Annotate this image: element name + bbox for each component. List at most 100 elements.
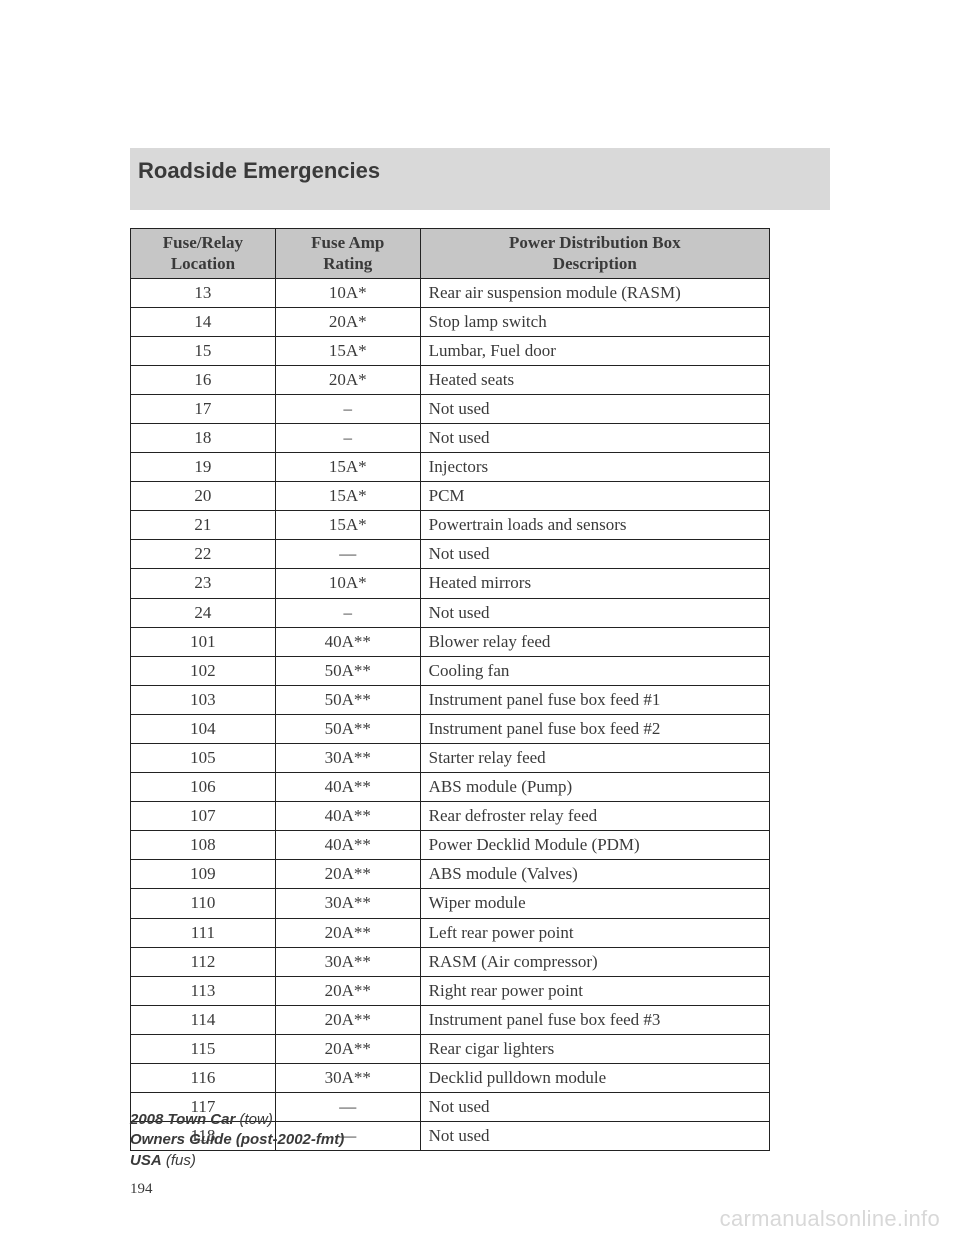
table-cell: Not used	[420, 1122, 769, 1151]
table-cell: Power Decklid Module (PDM)	[420, 831, 769, 860]
table-cell: Not used	[420, 540, 769, 569]
table-cell: 102	[131, 656, 276, 685]
table-row: 18–Not used	[131, 423, 770, 452]
manual-page: Roadside Emergencies Fuse/Relay Location…	[130, 148, 830, 1198]
table-cell: ABS module (Pump)	[420, 773, 769, 802]
table-cell: 18	[131, 423, 276, 452]
table-cell: Cooling fan	[420, 656, 769, 685]
table-row: 10740A**Rear defroster relay feed	[131, 802, 770, 831]
table-cell: 106	[131, 773, 276, 802]
footer-line-1: 2008 Town Car (tow)	[130, 1110, 344, 1130]
table-cell: Stop lamp switch	[420, 307, 769, 336]
watermark: carmanualsonline.info	[720, 1206, 940, 1232]
table-cell: 16	[131, 365, 276, 394]
table-cell: 13	[131, 278, 276, 307]
table-cell: 114	[131, 1005, 276, 1034]
table-cell: Starter relay feed	[420, 744, 769, 773]
table-cell: 15A*	[275, 336, 420, 365]
footer-region: USA	[130, 1152, 162, 1169]
table-cell: 15	[131, 336, 276, 365]
table-cell: 104	[131, 714, 276, 743]
table-row: 2015A*PCM	[131, 482, 770, 511]
table-cell: RASM (Air compressor)	[420, 947, 769, 976]
table-row: 11030A**Wiper module	[131, 889, 770, 918]
table-cell: 108	[131, 831, 276, 860]
page-footer: 2008 Town Car (tow) Owners Guide (post-2…	[130, 1110, 344, 1171]
table-cell: ABS module (Valves)	[420, 860, 769, 889]
table-cell: Right rear power point	[420, 976, 769, 1005]
table-cell: 20A**	[275, 1005, 420, 1034]
table-cell: —	[275, 540, 420, 569]
table-cell: 30A**	[275, 744, 420, 773]
table-cell: 30A**	[275, 1064, 420, 1093]
table-cell: 24	[131, 598, 276, 627]
table-cell: 40A**	[275, 802, 420, 831]
table-cell: Powertrain loads and sensors	[420, 511, 769, 540]
table-cell: Instrument panel fuse box feed #3	[420, 1005, 769, 1034]
table-cell: 15A*	[275, 511, 420, 540]
table-cell: 15A*	[275, 453, 420, 482]
footer-guide: Owners Guide (post-2002-fmt)	[130, 1131, 344, 1148]
table-cell: 105	[131, 744, 276, 773]
table-cell: 20A*	[275, 307, 420, 336]
table-cell: 10A*	[275, 569, 420, 598]
section-title: Roadside Emergencies	[138, 158, 822, 184]
table-cell: 50A**	[275, 685, 420, 714]
table-cell: 20	[131, 482, 276, 511]
table-cell: 10A*	[275, 278, 420, 307]
table-row: 10530A**Starter relay feed	[131, 744, 770, 773]
page-number: 194	[130, 1181, 830, 1198]
table-cell: –	[275, 394, 420, 423]
table-cell: Wiper module	[420, 889, 769, 918]
footer-line-3: USA (fus)	[130, 1151, 344, 1171]
table-row: 10350A**Instrument panel fuse box feed #…	[131, 685, 770, 714]
table-cell: –	[275, 598, 420, 627]
table-cell: Not used	[420, 423, 769, 452]
table-cell: –	[275, 423, 420, 452]
col-header-description: Power Distribution Box Description	[420, 229, 769, 279]
table-row: 10140A**Blower relay feed	[131, 627, 770, 656]
table-cell: Not used	[420, 598, 769, 627]
table-cell: 19	[131, 453, 276, 482]
table-cell: Rear air suspension module (RASM)	[420, 278, 769, 307]
table-cell: 111	[131, 918, 276, 947]
table-cell: 20A**	[275, 1034, 420, 1063]
table-cell: Rear defroster relay feed	[420, 802, 769, 831]
col-header-text: Power Distribution Box	[509, 233, 681, 252]
table-cell: 14	[131, 307, 276, 336]
col-header-rating: Fuse Amp Rating	[275, 229, 420, 279]
table-cell: Rear cigar lighters	[420, 1034, 769, 1063]
table-row: 11520A**Rear cigar lighters	[131, 1034, 770, 1063]
table-row: 22—Not used	[131, 540, 770, 569]
table-row: 24–Not used	[131, 598, 770, 627]
table-row: 10840A**Power Decklid Module (PDM)	[131, 831, 770, 860]
section-header-bar: Roadside Emergencies	[130, 148, 830, 210]
table-cell: 20A*	[275, 365, 420, 394]
table-row: 2310A*Heated mirrors	[131, 569, 770, 598]
table-cell: 110	[131, 889, 276, 918]
table-cell: Instrument panel fuse box feed #2	[420, 714, 769, 743]
table-cell: 115	[131, 1034, 276, 1063]
table-cell: Blower relay feed	[420, 627, 769, 656]
table-row: 1310A*Rear air suspension module (RASM)	[131, 278, 770, 307]
table-cell: 101	[131, 627, 276, 656]
table-row: 10450A**Instrument panel fuse box feed #…	[131, 714, 770, 743]
table-cell: 112	[131, 947, 276, 976]
col-header-text: Fuse/Relay	[163, 233, 243, 252]
table-cell: Not used	[420, 1093, 769, 1122]
table-row: 10640A**ABS module (Pump)	[131, 773, 770, 802]
footer-region-code: (fus)	[162, 1152, 196, 1169]
table-cell: 40A**	[275, 627, 420, 656]
table-row: 1515A*Lumbar, Fuel door	[131, 336, 770, 365]
table-cell: 30A**	[275, 947, 420, 976]
table-cell: PCM	[420, 482, 769, 511]
table-row: 11630A**Decklid pulldown module	[131, 1064, 770, 1093]
footer-line-2: Owners Guide (post-2002-fmt)	[130, 1130, 344, 1150]
table-header-row: Fuse/Relay Location Fuse Amp Rating Powe…	[131, 229, 770, 279]
table-cell: Heated mirrors	[420, 569, 769, 598]
table-cell: 20A**	[275, 976, 420, 1005]
table-cell: 21	[131, 511, 276, 540]
table-row: 11120A**Left rear power point	[131, 918, 770, 947]
col-header-text: Description	[553, 254, 637, 273]
table-cell: 20A**	[275, 918, 420, 947]
